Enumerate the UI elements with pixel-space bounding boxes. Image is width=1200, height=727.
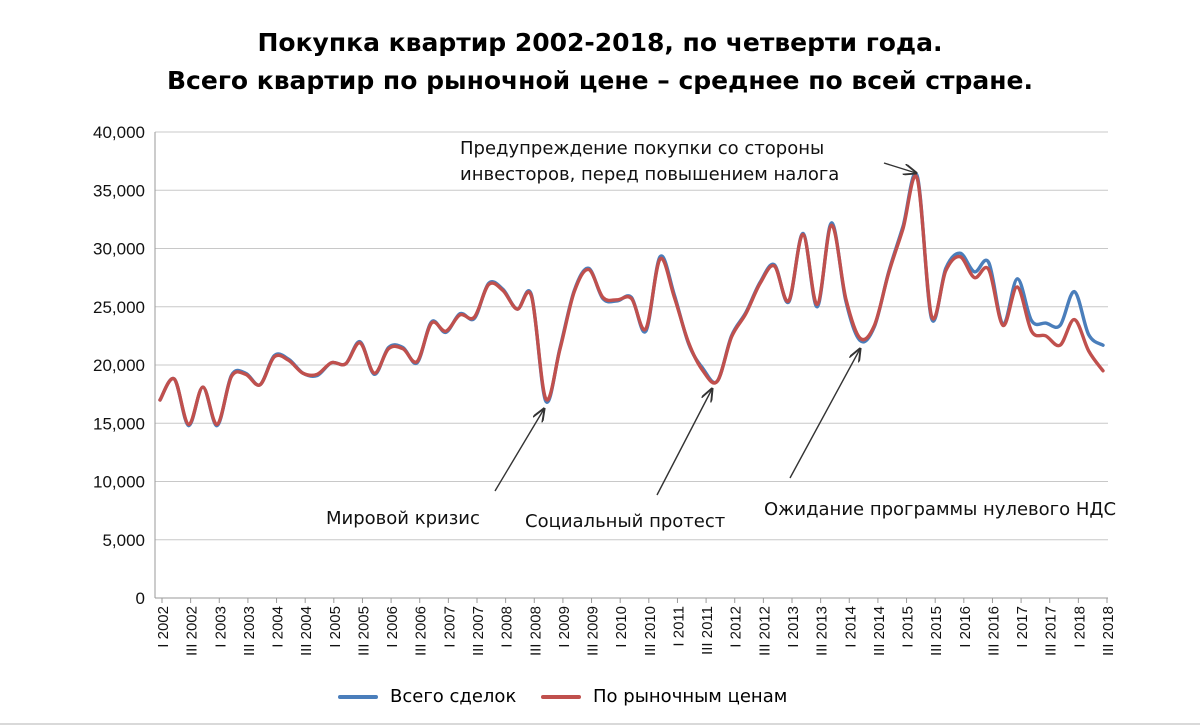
x-tick-label: I 2006 bbox=[384, 606, 401, 648]
x-tick-label: I 2011 bbox=[670, 606, 687, 647]
annotation-social-protest: Социальный протест bbox=[525, 511, 726, 532]
x-tick-label: I 2008 bbox=[499, 606, 516, 648]
y-tick-label: 0 bbox=[136, 589, 145, 608]
x-tick-label: III 2003 bbox=[241, 606, 258, 656]
legend-item-total: Всего сделок bbox=[338, 686, 516, 707]
x-tick-label: I 2018 bbox=[1071, 606, 1088, 648]
y-tick-label: 35,000 bbox=[93, 181, 145, 200]
arrow-world-crisis bbox=[494, 409, 544, 492]
x-tick-label: III 2013 bbox=[814, 606, 831, 656]
y-tick-label: 25,000 bbox=[93, 298, 145, 317]
annotation-arrows bbox=[494, 162, 916, 496]
x-axis: I 2002 III 2002 I 2003 III 2003 I 2004 III 20… bbox=[155, 598, 1117, 656]
annotation-zero-vat: Ожидание программы нулевого НДС bbox=[764, 499, 1117, 520]
legend-label-market: По рыночным ценам bbox=[593, 686, 788, 707]
annotation-investors-line1: Предупреждение покупки со стороны bbox=[460, 138, 825, 159]
x-tick-label: I 2012 bbox=[728, 606, 745, 648]
annotation-investors-line2: инвесторов, перед повышением налога bbox=[460, 164, 840, 185]
y-axis: 0 5,000 10,000 15,000 20,000 25,000 30,000 35,0… bbox=[93, 123, 145, 608]
x-tick-label: III 2006 bbox=[413, 606, 430, 656]
x-tick-label: III 2004 bbox=[298, 606, 315, 656]
x-tick-label: III 2017 bbox=[1043, 606, 1060, 656]
series-lines bbox=[158, 171, 1105, 428]
x-tick-label: III 2012 bbox=[756, 606, 773, 656]
y-tick-label: 20,000 bbox=[93, 356, 145, 375]
x-tick-label: I 2013 bbox=[785, 606, 802, 648]
x-tick-label: I 2010 bbox=[613, 606, 630, 648]
legend-swatch-market bbox=[541, 694, 581, 699]
x-tick-label: III 2002 bbox=[184, 606, 201, 656]
chart-title: Покупка квартир 2002-2018, по четверти г… bbox=[257, 28, 943, 57]
x-tick-label: III 2011 bbox=[699, 606, 716, 655]
annotation-world-crisis: Мировой кризис bbox=[326, 508, 480, 529]
x-tick-label: I 2004 bbox=[270, 606, 287, 648]
x-tick-label: III 2016 bbox=[985, 606, 1002, 656]
annotation-investors: Предупреждение покупки со стороны инвест… bbox=[460, 136, 839, 188]
arrow-zero-vat bbox=[789, 349, 860, 479]
legend-swatch-total bbox=[338, 694, 378, 699]
x-tick-label: I 2003 bbox=[212, 606, 229, 648]
x-tick-label: I 2005 bbox=[327, 606, 344, 648]
x-tick-label: III 2018 bbox=[1100, 606, 1117, 656]
x-tick-label: III 2015 bbox=[928, 606, 945, 656]
grid bbox=[154, 131, 1108, 599]
legend-label-total: Всего сделок bbox=[390, 686, 517, 707]
y-tick-label: 10,000 bbox=[93, 473, 145, 492]
arrow-investors bbox=[883, 162, 916, 173]
chart-subtitle: Всего квартир по рыночной цене – среднее… bbox=[166, 66, 1033, 95]
x-tick-label: I 2007 bbox=[441, 606, 458, 648]
arrow-social-protest bbox=[656, 389, 712, 496]
x-tick-label: III 2008 bbox=[527, 606, 544, 656]
y-tick-label: 30,000 bbox=[93, 240, 145, 259]
x-tick-label: III 2014 bbox=[871, 606, 888, 656]
x-tick-label: III 2009 bbox=[585, 606, 602, 656]
x-tick-label: I 2009 bbox=[556, 606, 573, 648]
x-tick-label: I 2002 bbox=[155, 606, 172, 648]
x-tick-label: III 2010 bbox=[642, 606, 659, 656]
x-tick-label: III 2007 bbox=[470, 606, 487, 656]
y-tick-label: 40,000 bbox=[93, 123, 145, 142]
x-tick-label: I 2016 bbox=[957, 606, 974, 648]
y-tick-label: 5,000 bbox=[102, 531, 145, 550]
x-tick-label: I 2015 bbox=[900, 606, 917, 648]
x-tick-label: III 2005 bbox=[355, 606, 372, 656]
legend-item-market: По рыночным ценам bbox=[541, 686, 787, 707]
y-tick-label: 15,000 bbox=[93, 414, 145, 433]
bottom-divider bbox=[0, 723, 1200, 725]
series-line-market bbox=[158, 174, 1105, 427]
x-tick-label: I 2014 bbox=[842, 606, 859, 648]
x-tick-label: I 2017 bbox=[1014, 606, 1031, 648]
